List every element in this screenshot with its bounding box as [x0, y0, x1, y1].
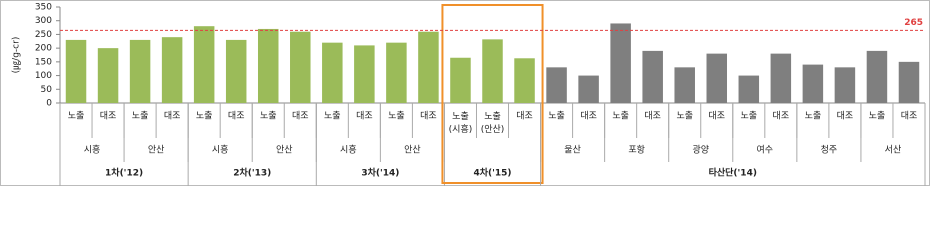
x-tick-label: 노출	[132, 111, 149, 122]
y-axis-label: (㎍/g-cr)	[12, 37, 22, 74]
x-tick-label: 노출 (시흥)	[449, 111, 473, 135]
site-label: 청주	[821, 145, 838, 156]
x-tick-label: 대조	[516, 111, 533, 122]
bar	[193, 26, 215, 104]
y-tick-label: 200	[35, 44, 52, 54]
x-tick-label: 노출	[68, 111, 85, 122]
bar	[65, 39, 87, 103]
x-tick-label: 노출	[676, 111, 693, 122]
bar	[738, 75, 760, 103]
x-tick-label: 대조	[228, 111, 245, 122]
group-label: 타산단('14)	[709, 167, 757, 179]
site-label: 시흥	[340, 144, 357, 156]
bar	[834, 67, 856, 103]
site-label: 여수	[757, 144, 774, 156]
x-tick-label: 대조	[773, 111, 790, 122]
site-label: 서산	[885, 145, 902, 156]
site-label: 안산	[148, 145, 165, 156]
bar	[386, 42, 407, 103]
y-tick-label: 350	[35, 3, 52, 13]
x-tick-label: 노출	[805, 111, 822, 122]
x-tick-label: 노출 (안산)	[481, 111, 505, 135]
x-tick-label: 노출	[741, 111, 758, 122]
bar	[161, 37, 183, 103]
bar	[642, 50, 663, 103]
x-tick-label: 대조	[901, 111, 918, 122]
bar	[866, 50, 888, 103]
bar	[514, 58, 535, 103]
y-tick-label: 100	[35, 71, 52, 81]
bar	[546, 67, 567, 103]
site-label: 안산	[404, 145, 421, 156]
y-tick-label: 50	[41, 85, 53, 95]
bar	[418, 31, 439, 103]
x-tick-label: 노출	[260, 111, 277, 122]
bar	[898, 61, 920, 103]
x-tick-label: 대조	[164, 111, 181, 122]
x-tick-label: 노출	[548, 111, 565, 122]
x-tick-label: 대조	[837, 111, 854, 122]
site-label: 울산	[564, 145, 581, 156]
bar	[290, 31, 311, 103]
x-tick-label: 대조	[100, 111, 117, 122]
bar	[674, 67, 695, 103]
x-tick-label: 노출	[196, 111, 213, 122]
y-tick-label: 0	[46, 99, 52, 109]
bar	[354, 45, 375, 103]
reference-label: 265	[904, 18, 923, 28]
site-label: 포항	[628, 145, 645, 156]
bar	[225, 39, 247, 103]
bar	[802, 64, 824, 103]
group-label: 2차('13)	[233, 167, 271, 179]
x-tick-label: 대조	[420, 111, 437, 122]
y-tick-label: 150	[35, 57, 52, 67]
bar	[97, 48, 119, 103]
bar	[129, 39, 151, 103]
bar	[257, 28, 279, 104]
group-label: 1차('12)	[105, 167, 143, 179]
bar	[322, 42, 343, 103]
bar	[578, 75, 599, 103]
x-tick-label: 대조	[580, 111, 597, 122]
x-tick-label: 대조	[644, 111, 661, 122]
x-tick-label: 노출	[612, 111, 629, 122]
highlight-box	[441, 4, 544, 184]
group-label: 4차('15)	[473, 167, 511, 179]
site-label: 광양	[692, 144, 709, 156]
bar	[770, 53, 792, 103]
x-tick-label: 대조	[708, 111, 725, 122]
group-label: 3차('14)	[361, 167, 399, 179]
x-tick-label: 대조	[292, 111, 309, 122]
y-tick-label: 300	[35, 16, 52, 26]
x-tick-label: 노출	[324, 111, 341, 122]
y-tick-label: 250	[35, 30, 52, 40]
bar	[706, 53, 728, 103]
bar	[482, 39, 503, 103]
x-tick-label: 노출	[388, 111, 405, 122]
site-label: 시흥	[212, 144, 229, 156]
bar	[610, 23, 631, 104]
site-label: 안산	[276, 145, 293, 156]
x-tick-label: 대조	[356, 111, 373, 122]
x-tick-label: 노출	[869, 111, 886, 122]
site-label: 시흥	[84, 144, 101, 156]
bar	[450, 57, 471, 103]
